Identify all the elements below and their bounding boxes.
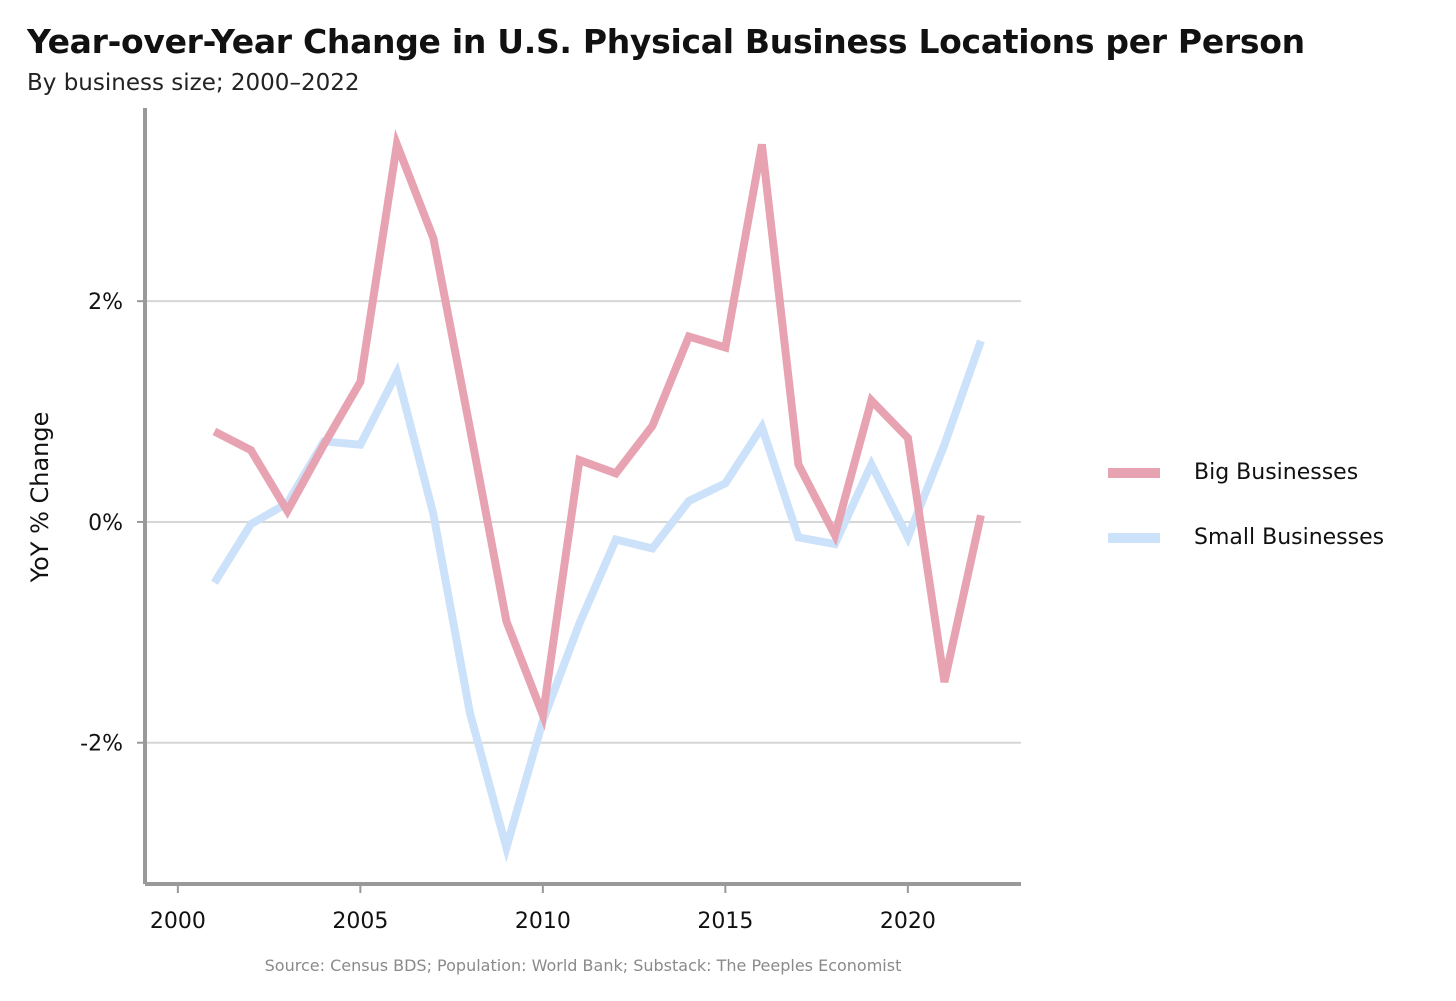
tick-labels: -2% 0% 2% 2000 2005 2010 2015 2020 [80,290,936,934]
series-line-big-businesses [212,129,985,731]
chart-source-note: Source: Census BDS; Population: World Ba… [264,956,902,975]
gridlines [145,300,1021,744]
x-tick-label: 2005 [332,909,388,934]
y-tick-label: -2% [80,732,123,757]
legend-swatch-small-businesses [1108,532,1160,543]
x-tick-label: 2010 [515,909,571,934]
y-tick-label: 2% [88,290,123,315]
axes [137,108,1021,893]
x-tick-label: 2000 [150,909,206,934]
y-tick-label: 0% [88,511,123,536]
legend-swatch-big-businesses [1108,467,1160,478]
legend: Big Businesses Small Businesses [1108,440,1384,570]
series-lines [211,129,985,863]
chart-subtitle: By business size; 2000–2022 [27,70,360,96]
x-tick-label: 2020 [880,909,936,934]
y-axis-title: YoY % Change [26,412,54,584]
chart-title: Year-over-Year Change in U.S. Physical B… [27,22,1305,61]
legend-item-big-businesses: Big Businesses [1108,440,1384,505]
legend-item-small-businesses: Small Businesses [1108,505,1384,570]
x-tick-label: 2015 [697,909,753,934]
legend-label-big-businesses: Big Businesses [1194,460,1359,485]
legend-label-small-businesses: Small Businesses [1194,525,1385,550]
series-line-small-businesses [211,339,985,863]
